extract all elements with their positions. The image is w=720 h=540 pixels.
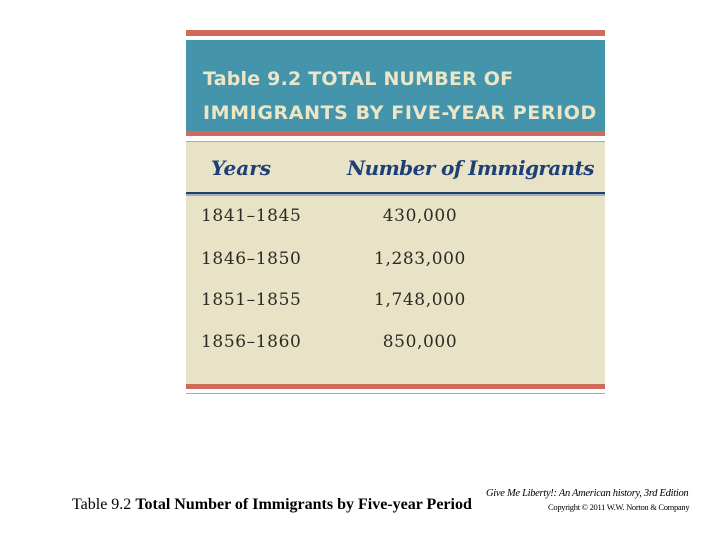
- title-bottom-thin-line: [186, 141, 605, 142]
- table-row: 1856–1860 850,000: [186, 332, 605, 358]
- cell-number-of-immigrants: 1,283,000: [374, 249, 466, 269]
- header-divider-shadow: [186, 194, 605, 196]
- title-bottom-stripe: [186, 131, 605, 136]
- table-title-band: Table 9.2 TOTAL NUMBER OF IMMIGRANTS BY …: [186, 40, 605, 131]
- header-divider: [186, 192, 605, 194]
- cell-number-of-immigrants: 430,000: [382, 206, 458, 226]
- cell-number-of-immigrants: 850,000: [382, 332, 458, 352]
- table-figure: Table 9.2 TOTAL NUMBER OF IMMIGRANTS BY …: [186, 30, 605, 394]
- caption-prefix: Table 9.2: [72, 496, 136, 513]
- column-header-number-of-immigrants: Number of Immigrants: [347, 156, 595, 180]
- table-row: 1846–1850 1,283,000: [186, 249, 605, 275]
- table-title-line-2: IMMIGRANTS BY FIVE-YEAR PERIOD: [203, 102, 597, 124]
- column-header-years: Years: [211, 156, 272, 180]
- caption-title: Total Number of Immigrants by Five-year …: [135, 496, 472, 513]
- top-stripe: [186, 30, 605, 36]
- cell-years: 1856–1860: [201, 332, 302, 352]
- cell-years: 1851–1855: [201, 290, 302, 310]
- table-row: 1841–1845 430,000: [186, 206, 605, 232]
- cell-years: 1846–1850: [201, 249, 302, 269]
- cell-number-of-immigrants: 1,748,000: [374, 290, 466, 310]
- cell-years: 1841–1845: [201, 206, 302, 226]
- slide-caption: Table 9.2 Total Number of Immigrants by …: [72, 496, 472, 514]
- bottom-thin-line: [186, 393, 605, 394]
- table-body-panel: Years Number of Immigrants 1841–1845 430…: [186, 142, 605, 384]
- bottom-stripe: [186, 384, 605, 389]
- copyright-notice: Copyright © 2011 W.W. Norton & Company: [548, 502, 690, 512]
- book-credit: Give Me Liberty!: An American history, 3…: [486, 488, 689, 499]
- table-row: 1851–1855 1,748,000: [186, 290, 605, 316]
- table-title-line-1: Table 9.2 TOTAL NUMBER OF: [203, 68, 514, 90]
